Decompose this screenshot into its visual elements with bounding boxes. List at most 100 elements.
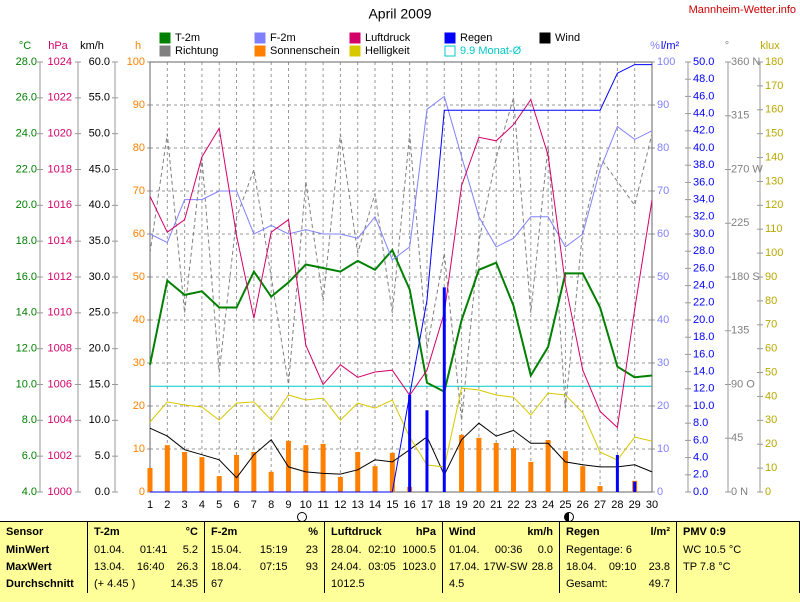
cell-text: 93 xyxy=(305,561,318,573)
series-line xyxy=(149,387,653,468)
cell-text: WC 10.5 °C xyxy=(683,544,742,556)
y-tick-label: 46.0 xyxy=(693,90,714,102)
y-tick-label: 70 xyxy=(657,185,669,197)
cell-text: l/m² xyxy=(650,526,670,538)
legend-label: F-2m xyxy=(270,32,296,44)
x-tick-label: 2 xyxy=(164,499,170,511)
y-tick-label: 20 xyxy=(133,400,145,412)
y-tick-label: 18.0 xyxy=(693,331,714,343)
y-tick-label: 20.0 xyxy=(16,199,37,211)
cell-text: % xyxy=(308,526,318,538)
y-tick-label: 35.0 xyxy=(89,235,110,247)
cell-text: 01.04. xyxy=(449,544,480,556)
y-tick-label: 1020 xyxy=(48,128,72,140)
sunshine-bar xyxy=(234,455,240,492)
x-tick-label: 26 xyxy=(577,499,589,511)
x-tick-label: 19 xyxy=(455,499,467,511)
y-tick-label: 45.0 xyxy=(89,163,110,175)
cell-text: (+ 4.45 ) xyxy=(94,578,136,590)
series-line xyxy=(149,98,653,429)
y-tick-label: 10.0 xyxy=(16,378,37,390)
table-cell xyxy=(677,576,800,593)
y-tick-label: 30 xyxy=(765,414,777,426)
cell-text: 24.04. xyxy=(331,561,362,573)
y-tick-label: 5.0 xyxy=(95,450,110,462)
table-cell: Durchschnitt xyxy=(0,576,88,593)
x-tick-label: 12 xyxy=(334,499,346,511)
x-tick-label: 21 xyxy=(490,499,502,511)
y-tick-label: 28.0 xyxy=(16,56,37,68)
y-tick-label: 18.0 xyxy=(16,235,37,247)
cell-text: 0.0 xyxy=(537,544,553,556)
sunshine-bar xyxy=(493,442,499,492)
sunshine-bar xyxy=(199,457,205,492)
series-line xyxy=(149,95,653,261)
sunshine-bar xyxy=(476,437,482,492)
y-tick-label: 14.0 xyxy=(693,366,714,378)
y-tick-label: 50 xyxy=(133,271,145,283)
cell-text: F-2m xyxy=(211,526,238,538)
y-tick-label: 40 xyxy=(657,314,669,326)
y-tick-label: 90 xyxy=(133,99,145,111)
x-tick-label: 4 xyxy=(199,499,205,511)
table-row: Durchschnitt (+ 4.45 ) 14.35 67 1012.5 4.5 Ges… xyxy=(0,576,800,593)
y-tick-label: 160 xyxy=(765,104,783,116)
y-tick-label: 180 xyxy=(765,56,783,68)
legend-swatch xyxy=(159,45,171,57)
table-cell: 4.5 xyxy=(443,576,560,593)
y-tick-label: 10.0 xyxy=(89,414,110,426)
cell-text: 16:40 xyxy=(136,561,165,573)
cell-text: Regentage: 6 xyxy=(566,544,633,556)
table-cell: Wind km/h xyxy=(443,522,560,542)
y-tick-label: 70 xyxy=(765,319,777,331)
y-tick-label: 26.0 xyxy=(16,92,37,104)
y-tick-label: 0.0 xyxy=(693,486,708,498)
y-tick-label: 24.0 xyxy=(693,280,714,292)
x-tick-label: 15 xyxy=(386,499,398,511)
y-tick-label: 20 xyxy=(657,400,669,412)
y-tick-label: 50.0 xyxy=(89,128,110,140)
y-tick-label: 100 xyxy=(765,247,783,259)
y-tick-label: 50.0 xyxy=(693,56,714,68)
axis-unit: h xyxy=(135,40,141,52)
y-tick-label: 42.0 xyxy=(693,125,714,137)
cell-text: 5.2 xyxy=(182,544,198,556)
cell-text: 09:10 xyxy=(608,561,637,573)
y-tick-label: 20 xyxy=(765,438,777,450)
y-tick-label: 60 xyxy=(657,228,669,240)
sunshine-bar xyxy=(580,466,586,492)
full-moon xyxy=(297,512,307,521)
x-tick-label: 27 xyxy=(594,499,606,511)
x-tick-label: 28 xyxy=(611,499,623,511)
x-tick-label: 29 xyxy=(629,499,641,511)
x-tick-label: 22 xyxy=(507,499,519,511)
axis-unit: ° xyxy=(725,40,729,52)
y-tick-label: 1022 xyxy=(48,92,72,104)
table-cell: Regen l/m² xyxy=(560,522,677,542)
cell-text: 13.04. xyxy=(94,561,125,573)
cell-text: 01.04. xyxy=(94,544,125,556)
cell-text: 1000.5 xyxy=(402,544,436,556)
y-tick-label: 70 xyxy=(133,185,145,197)
legend-label: Sonnenschein xyxy=(270,45,340,57)
legend-label: 9.9 Monat-Ø xyxy=(460,45,522,57)
y-tick-label: 24.0 xyxy=(16,128,37,140)
cell-text: 17.04. xyxy=(449,561,480,573)
y-tick-label: 10 xyxy=(133,443,145,455)
x-tick-label: 11 xyxy=(317,499,328,511)
y-tick-label: 60 xyxy=(765,343,777,355)
legend-label: Helligkeit xyxy=(365,45,410,57)
cell-text: PMV 0:9 xyxy=(683,526,726,538)
table-cell: 17.04. 17W-SW 28.8 xyxy=(443,559,560,576)
y-tick-label: 4.0 xyxy=(22,486,37,498)
axis-unit: hPa xyxy=(48,40,68,52)
y-tick-label: 0 N xyxy=(731,486,748,498)
y-tick-label: 22.0 xyxy=(16,163,37,175)
y-tick-label: 110 xyxy=(765,223,783,235)
sunshine-bar xyxy=(337,476,343,492)
cell-text: 15:19 xyxy=(259,544,288,556)
cell-text: 1023.0 xyxy=(402,561,436,573)
cell-text: 18.04. xyxy=(566,561,597,573)
half-moon-dark xyxy=(564,512,569,521)
y-tick-label: 8.0 xyxy=(693,417,708,429)
